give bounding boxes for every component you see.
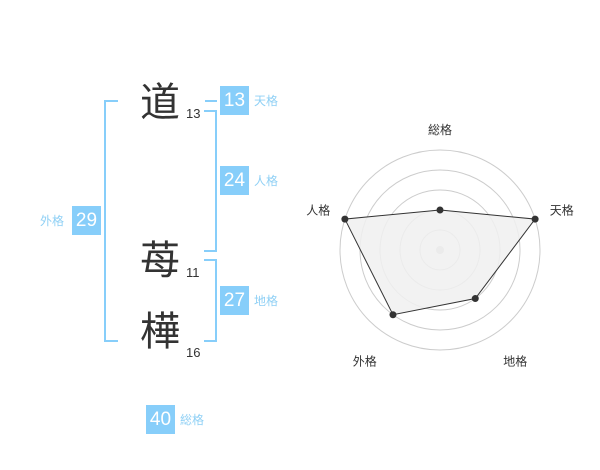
- gaikaku-value: 29: [72, 206, 101, 235]
- radar-point: [471, 295, 479, 303]
- stroke-count-1: 13: [186, 106, 201, 121]
- radar-axis-label: 天格: [550, 202, 574, 217]
- radar-axis-label: 地格: [503, 354, 527, 369]
- radar-axis-label: 外格: [353, 354, 377, 369]
- stroke-count-2: 11: [186, 265, 200, 280]
- radar-axis-label: 総格: [428, 122, 452, 137]
- tenkaku-value: 13: [220, 86, 249, 115]
- name-char-2: 苺: [140, 238, 180, 284]
- gaikaku-bracket: [104, 100, 118, 342]
- radar-grid-ring: [339, 149, 541, 351]
- jinkaku-label: 人格: [254, 174, 279, 188]
- jinkaku-value: 24: [220, 166, 249, 195]
- tenkaku-label: 天格: [254, 94, 279, 108]
- chikaku-label: 地格: [254, 294, 279, 308]
- radar-point: [436, 206, 444, 214]
- radar-point: [389, 311, 397, 319]
- radar-area: [344, 209, 537, 316]
- chikaku-value: 27: [220, 286, 249, 315]
- name-char-1: 道: [140, 80, 180, 126]
- gaikaku-label: 外格: [40, 214, 65, 228]
- soukaku-value: 40: [146, 405, 175, 434]
- jinkaku-bracket: [204, 110, 217, 252]
- radar-axis-label: 人格: [306, 202, 330, 217]
- stroke-count-3: 16: [186, 345, 201, 360]
- soukaku-label: 総格: [180, 413, 205, 427]
- radar-point: [341, 215, 349, 223]
- radar-point: [531, 215, 539, 223]
- chikaku-bracket: [204, 259, 217, 342]
- tenkaku-bracket: [205, 100, 217, 102]
- name-char-3: 樺: [140, 309, 180, 355]
